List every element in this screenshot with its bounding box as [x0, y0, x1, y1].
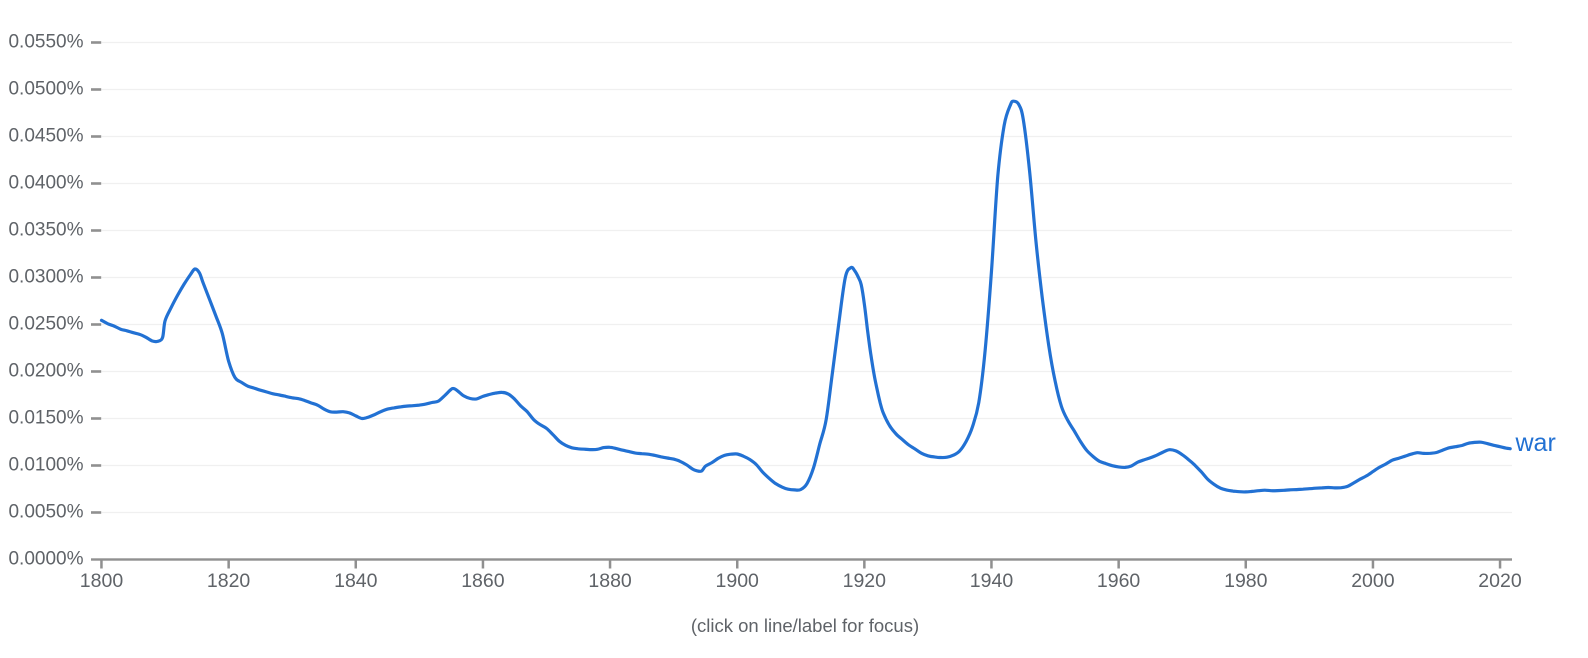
svg-text:2020: 2020	[1478, 570, 1522, 592]
svg-text:0.0550%: 0.0550%	[8, 32, 83, 53]
svg-text:0.0000%: 0.0000%	[8, 549, 83, 570]
svg-text:0.0400%: 0.0400%	[8, 173, 83, 194]
svg-text:1860: 1860	[461, 570, 505, 592]
svg-text:0.0150%: 0.0150%	[8, 408, 83, 429]
svg-text:0.0050%: 0.0050%	[8, 502, 83, 523]
svg-text:1840: 1840	[334, 570, 378, 592]
svg-text:0.0350%: 0.0350%	[8, 220, 83, 241]
svg-text:0.0300%: 0.0300%	[8, 267, 83, 288]
svg-text:1960: 1960	[1097, 570, 1141, 592]
svg-text:1980: 1980	[1224, 570, 1268, 592]
svg-text:0.0500%: 0.0500%	[8, 79, 83, 100]
svg-text:1820: 1820	[207, 570, 251, 592]
svg-text:0.0100%: 0.0100%	[8, 455, 83, 476]
svg-text:1880: 1880	[588, 570, 632, 592]
svg-text:(click on line/label for focus: (click on line/label for focus)	[691, 615, 919, 636]
svg-text:1900: 1900	[716, 570, 760, 592]
svg-text:1940: 1940	[970, 570, 1014, 592]
svg-text:0.0450%: 0.0450%	[8, 126, 83, 147]
svg-text:1800: 1800	[80, 570, 124, 592]
svg-text:0.0200%: 0.0200%	[8, 361, 83, 382]
svg-text:2000: 2000	[1351, 570, 1395, 592]
svg-text:0.0250%: 0.0250%	[8, 314, 83, 335]
svg-text:1920: 1920	[843, 570, 887, 592]
svg-text:war: war	[1515, 429, 1556, 457]
